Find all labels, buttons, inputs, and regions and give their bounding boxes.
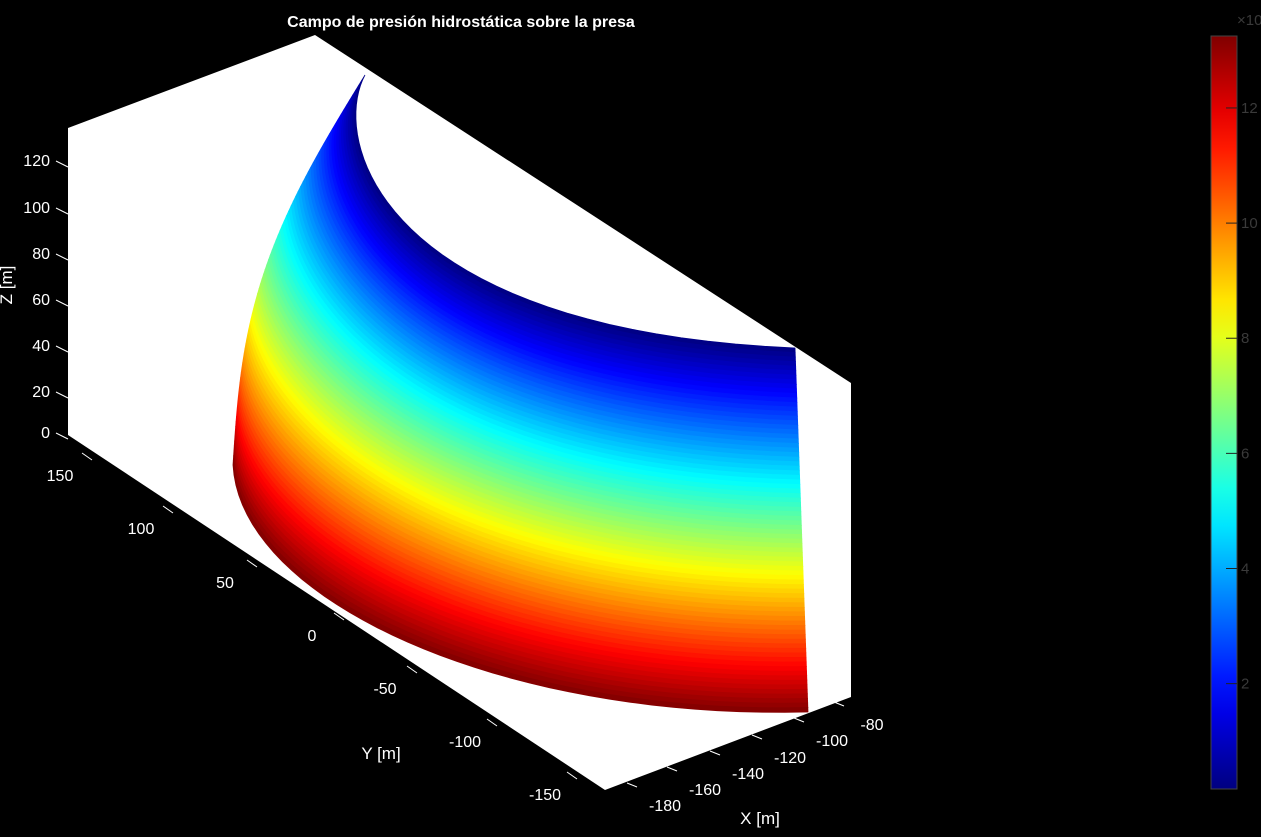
y-tick-mark	[406, 665, 418, 674]
z-tick-label: 100	[23, 200, 50, 217]
x-tick-label: -120	[774, 750, 806, 767]
z-tick-mark	[55, 345, 69, 353]
z-axis-label: Z [m]	[0, 266, 16, 305]
y-tick-label: 50	[216, 575, 234, 592]
z-tick-mark	[55, 432, 69, 440]
x-tick-label: -160	[689, 782, 721, 799]
x-tick-mark	[793, 717, 805, 723]
colorbar-tick-label: 2	[1241, 676, 1249, 693]
z-axis-ticks: 0 20 40 60 80 100 120	[23, 153, 69, 442]
colorbar-tick-label: 6	[1241, 445, 1249, 462]
x-axis-ticks: -180 -160 -140 -120 -100 -80	[626, 701, 884, 815]
pressure-surface	[232, 74, 809, 713]
y-tick-mark	[566, 771, 578, 780]
z-tick-label: 40	[32, 338, 50, 355]
surface-strip	[232, 460, 809, 713]
y-tick-mark	[81, 452, 93, 461]
y-tick-label: -150	[529, 787, 561, 804]
x-tick-label: -80	[860, 717, 883, 734]
y-tick-label: 0	[308, 628, 317, 645]
z-tick-label: 60	[32, 292, 50, 309]
y-axis-label: Y [m]	[361, 744, 400, 763]
z-tick-label: 0	[41, 425, 50, 442]
colorbar-tick-label: 8	[1241, 330, 1249, 347]
colorbar-tick-label: 4	[1241, 561, 1249, 578]
y-tick-mark	[486, 718, 498, 727]
z-tick-label: 80	[32, 246, 50, 263]
x-axis-label: X [m]	[740, 809, 780, 828]
z-tick-label: 20	[32, 384, 50, 401]
z-tick-mark	[55, 207, 69, 215]
colorbar-ticks: 2 4 6 8 10 12	[1226, 100, 1258, 693]
y-tick-label: 150	[47, 468, 74, 485]
x-tick-mark	[626, 782, 638, 788]
x-tick-mark	[751, 734, 763, 740]
colorbar-tick-label: 12	[1241, 100, 1258, 117]
z-tick-label: 120	[23, 153, 50, 170]
colorbar	[1210, 35, 1238, 790]
chart-title: Campo de presión hidrostática sobre la p…	[287, 14, 635, 31]
x-tick-label: -100	[816, 733, 848, 750]
z-tick-mark	[55, 160, 69, 168]
z-tick-mark	[55, 253, 69, 261]
y-tick-mark	[246, 559, 258, 568]
z-tick-mark	[55, 391, 69, 399]
x-tick-label: -140	[732, 766, 764, 783]
y-axis-ticks: 150 100 50 0 -50 -100 -150	[47, 452, 578, 804]
y-tick-label: -100	[449, 734, 481, 751]
colorbar-exponent: ×10	[1237, 12, 1261, 29]
y-tick-label: -50	[373, 681, 396, 698]
x-tick-mark	[666, 766, 678, 772]
x-tick-mark	[833, 701, 845, 707]
colorbar-tick-label: 10	[1241, 215, 1258, 232]
y-tick-label: 100	[128, 521, 155, 538]
x-tick-mark	[709, 750, 721, 756]
x-tick-label: -180	[649, 798, 681, 815]
y-tick-mark	[162, 505, 174, 514]
z-tick-mark	[55, 299, 69, 307]
y-tick-mark	[333, 612, 345, 621]
